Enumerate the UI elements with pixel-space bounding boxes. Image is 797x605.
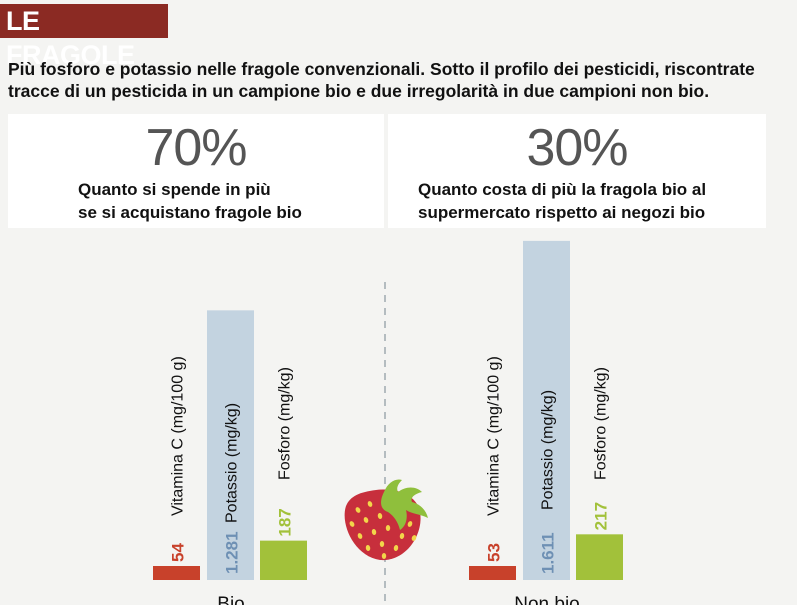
- bar-fosforo-non-bio: [576, 534, 623, 580]
- bar-fosforo-bio: [260, 540, 307, 580]
- value-label: 1.611: [539, 532, 558, 574]
- value-label: 53: [485, 543, 504, 562]
- bar-vitamina-non-bio: [469, 566, 516, 580]
- stat-panel-bio-spending: 70% Quanto si spende in più se si acquis…: [8, 114, 384, 228]
- series-label: Potassio (mg/kg): [224, 403, 241, 523]
- stat-panel-bio-premium: 30% Quanto costa di più la fragola bio a…: [388, 114, 766, 228]
- series-label: Vitamina C (mg/100 g): [170, 356, 187, 516]
- page-title: LE FRAGOLE: [0, 4, 168, 70]
- bar-potassio-non-bio: [523, 240, 570, 580]
- subtitle-line-1: Più fosforo e potassio nelle fragole con…: [8, 59, 755, 79]
- bar-potassio-bio: [207, 310, 254, 580]
- value-label: 54: [169, 543, 188, 562]
- subtitle: Più fosforo e potassio nelle fragole con…: [8, 58, 778, 102]
- value-label: 187: [276, 508, 295, 536]
- stat-value: 70%: [145, 119, 247, 177]
- strawberry-icon: [344, 479, 428, 561]
- bar-vitamina-bio: [153, 566, 200, 580]
- value-label: 1.281: [223, 531, 242, 574]
- series-label: Fosforo (mg/kg): [277, 367, 294, 480]
- stat-description-line-2: se si acquistano fragole bio: [78, 203, 302, 222]
- stat-description-line-1: Quanto costa di più la fragola bio al: [418, 180, 707, 199]
- value-label: 217: [592, 502, 611, 530]
- stat-description-line-2: supermercato rispetto ai negozi bio: [418, 203, 706, 222]
- stat-description-line-1: Quanto si spende in più: [78, 180, 271, 199]
- subtitle-line-2: tracce di un pesticida in un campione bi…: [8, 81, 710, 101]
- series-label: Fosforo (mg/kg): [593, 367, 610, 480]
- series-label: Vitamina C (mg/100 g): [486, 356, 503, 516]
- group-label: Bio: [217, 594, 244, 605]
- stat-value: 30%: [526, 119, 628, 177]
- stat-description: Quanto costa di più la fragola bio al su…: [418, 178, 706, 224]
- series-label: Potassio (mg/kg): [540, 390, 557, 510]
- group-label: Non bio: [514, 594, 580, 605]
- stat-description: Quanto si spende in più se si acquistano…: [78, 178, 302, 224]
